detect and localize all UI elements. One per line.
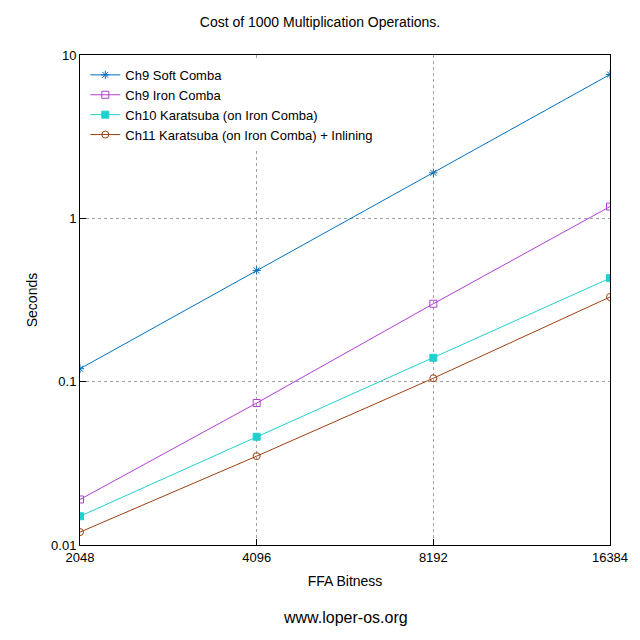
svg-text:www.loper-os.org: www.loper-os.org <box>283 609 408 626</box>
svg-text:0.1: 0.1 <box>58 374 76 389</box>
svg-text:Cost of 1000 Multiplication Op: Cost of 1000 Multiplication Operations. <box>200 14 440 30</box>
svg-text:Ch11 Karatsuba (on Iron Comba): Ch11 Karatsuba (on Iron Comba) + Inlinin… <box>125 128 372 143</box>
svg-text:Ch10 Karatsuba (on Iron Comba): Ch10 Karatsuba (on Iron Comba) <box>125 108 317 123</box>
svg-text:16384: 16384 <box>592 550 628 565</box>
svg-text:Ch9 Soft Comba: Ch9 Soft Comba <box>125 68 222 83</box>
svg-text:10: 10 <box>62 48 76 63</box>
svg-text:FFA Bitness: FFA Bitness <box>308 573 383 589</box>
svg-text:Seconds: Seconds <box>24 273 40 327</box>
svg-text:2048: 2048 <box>66 550 95 565</box>
svg-text:0.01: 0.01 <box>51 538 76 553</box>
svg-text:Ch9 Iron Comba: Ch9 Iron Comba <box>125 88 221 103</box>
svg-text:1: 1 <box>69 211 76 226</box>
svg-text:4096: 4096 <box>242 550 271 565</box>
svg-text:8192: 8192 <box>419 550 448 565</box>
